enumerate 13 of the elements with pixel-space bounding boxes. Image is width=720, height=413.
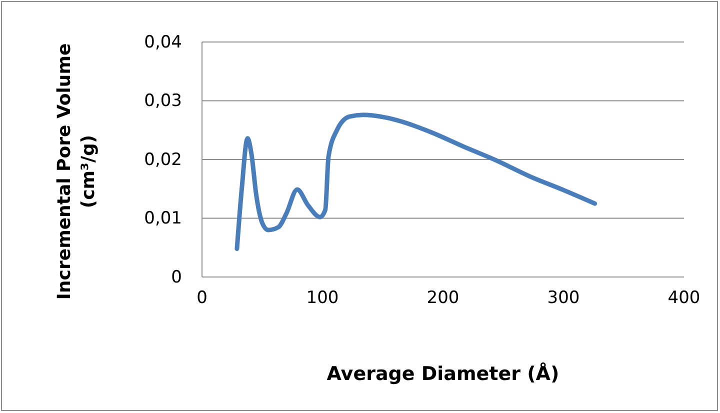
y-axis-title: Incremental Pore Volume (cm³/g) <box>54 43 99 300</box>
x-tick-label: 100 <box>306 288 339 308</box>
y-tick-label: 0,01 <box>144 208 182 229</box>
x-tick-label: 400 <box>668 288 700 308</box>
x-axis-title: Average Diameter (Å) <box>326 362 560 385</box>
x-tick-label: 300 <box>547 288 580 308</box>
y-tick-label: 0,02 <box>144 150 182 170</box>
x-tick-label: 0 <box>196 288 208 308</box>
y-tick-label: 0,04 <box>144 32 182 52</box>
x-tick-label: 200 <box>426 288 460 308</box>
y-tick-label: 0 <box>171 267 182 288</box>
y-tick-label: 0,03 <box>144 91 182 112</box>
line-series <box>234 112 598 252</box>
